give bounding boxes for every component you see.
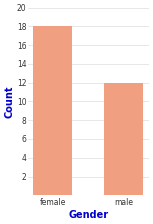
- Bar: [104, 83, 143, 195]
- Y-axis label: Count: Count: [4, 85, 14, 118]
- X-axis label: Gender: Gender: [68, 210, 108, 220]
- Bar: [34, 26, 72, 195]
